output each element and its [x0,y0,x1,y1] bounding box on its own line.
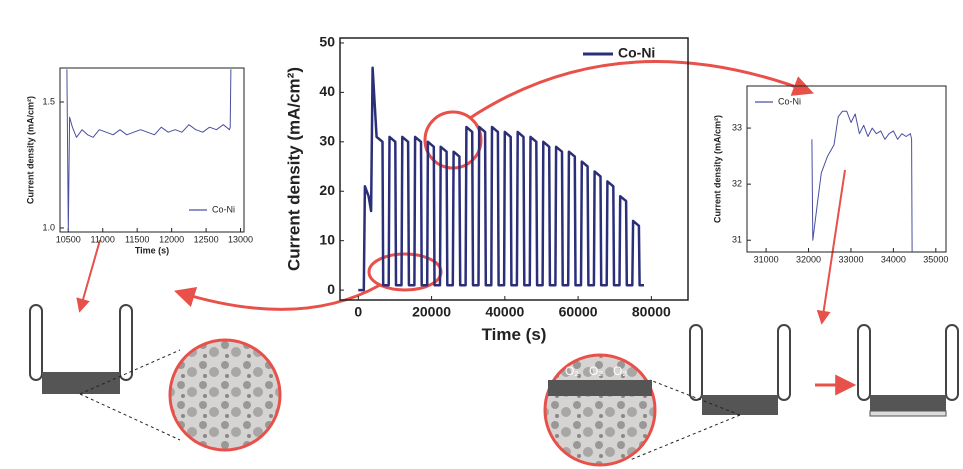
y-tick-label: 30 [319,133,335,149]
y-axis-label: Current density (mA/cm²) [26,96,36,204]
y-tick-label: 10 [319,231,335,247]
x-tick-label: 40000 [485,303,524,319]
y-axis-label: Current density (mA/cm²) [285,67,304,271]
arrow [173,283,381,311]
x-tick-label: 12000 [159,234,184,244]
plot-frame [59,67,245,233]
x-tick-label: 31000 [754,254,779,264]
y-tick-label: 1.5 [42,96,55,106]
y-tick-label: 31 [732,235,742,245]
beaker-middle [543,324,791,467]
legend-label: Co-Ni [618,45,655,61]
data-line [358,66,644,292]
o2-label: O₂ [589,364,603,378]
y-tick-label: 1.0 [42,222,55,232]
arrow [816,169,846,325]
y-tick-label: 50 [319,34,335,50]
plot-frame [339,37,689,301]
legend-label: Co-Ni [212,204,235,214]
x-axis-label: Time (s) [482,325,547,344]
x-axis-label: Time (s) [135,245,169,255]
x-tick-label: 13000 [228,234,253,244]
highlight-circle [367,252,443,292]
arrow [76,239,101,313]
beaker-right [857,324,959,417]
o2-label: O₂ [613,364,627,378]
x-tick-label: 20000 [412,303,451,319]
o2-label: O₂ [565,364,579,378]
x-tick-label: 12500 [194,234,219,244]
y-tick-label: 33 [732,122,742,132]
x-tick-label: 60000 [559,303,598,319]
decorations [76,60,857,396]
x-tick-label: 11000 [91,234,115,244]
x-tick-label: 32000 [796,254,821,264]
y-tick-label: 32 [732,179,742,189]
data-line [66,69,232,231]
x-tick-label: 33000 [838,254,863,264]
beaker-left [29,304,282,452]
y-tick-label: 40 [319,83,335,99]
plot-frame [746,85,947,253]
x-tick-label: 0 [354,303,362,319]
x-tick-label: 11500 [125,234,149,244]
x-tick-label: 80000 [632,303,671,319]
y-axis-label: Current density (mA/cm²) [713,115,723,223]
legend-label: Co-Ni [778,96,801,106]
y-tick-label: 20 [319,182,335,198]
data-line [811,110,913,252]
x-tick-label: 35000 [923,254,948,264]
arrow [469,60,814,120]
y-tick-label: 0 [327,281,335,297]
x-tick-label: 10500 [56,234,81,244]
x-tick-label: 34000 [881,254,906,264]
